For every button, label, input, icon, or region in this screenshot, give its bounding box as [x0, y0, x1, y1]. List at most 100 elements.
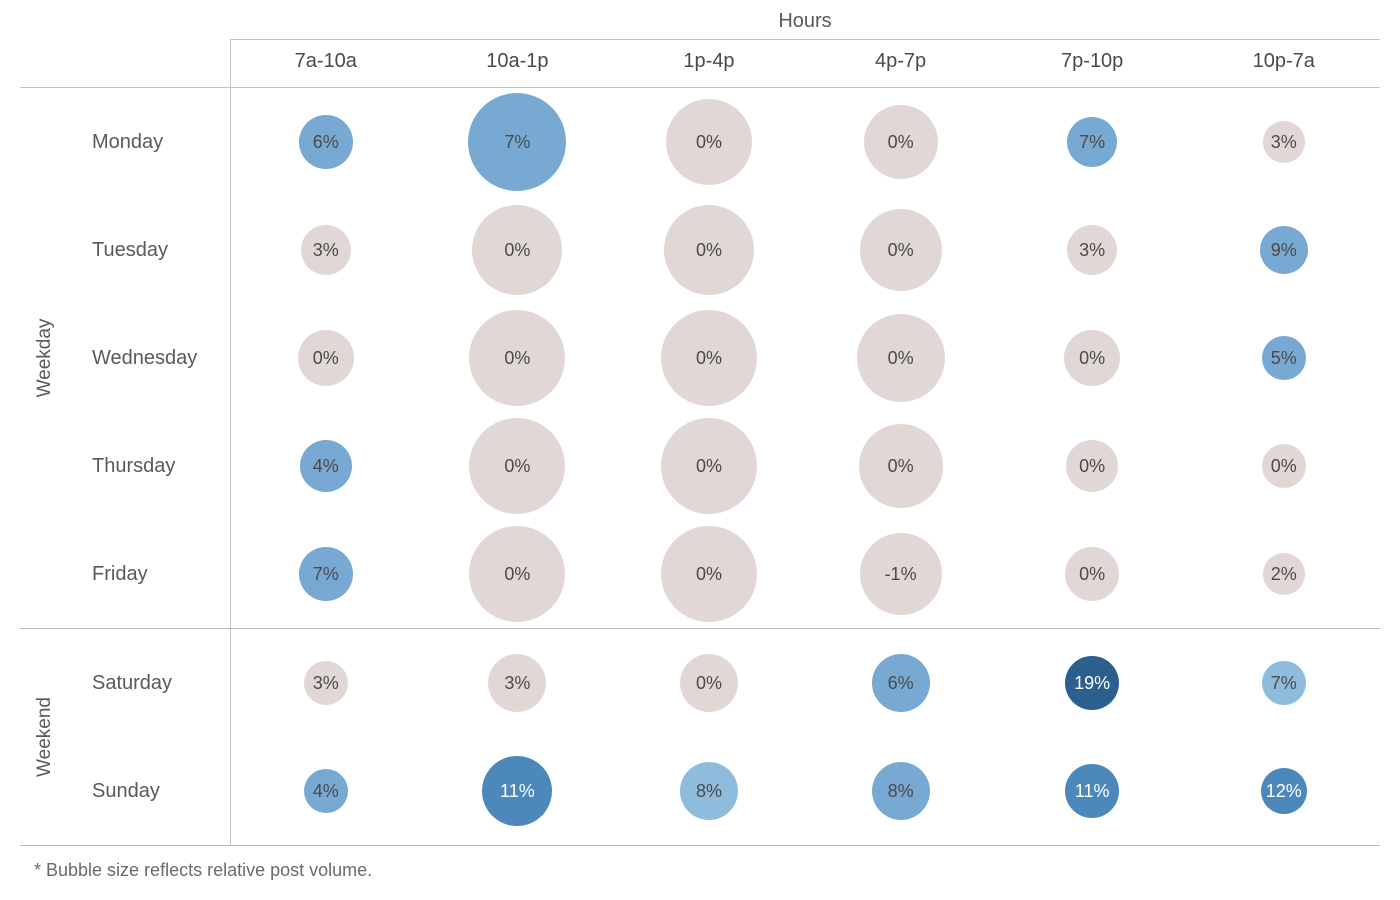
- header-spacer: [70, 39, 230, 87]
- bubble-cell: 0%: [422, 304, 614, 412]
- bubble-value: -1%: [885, 564, 917, 585]
- bubble-value: 6%: [313, 132, 339, 153]
- bubble-cell: 0%: [613, 629, 805, 737]
- bubble-value: 0%: [696, 348, 722, 369]
- bubble-value: 0%: [504, 240, 530, 261]
- bubble-cell: 0%: [996, 412, 1188, 520]
- bubble-value: 7%: [1271, 673, 1297, 694]
- bubble: 6%: [872, 654, 930, 712]
- bubble: 6%: [299, 115, 353, 169]
- bubble-value: 0%: [888, 132, 914, 153]
- row-label: Wednesday: [70, 304, 230, 412]
- bubble-value: 4%: [313, 781, 339, 802]
- bubble-value: 11%: [500, 781, 535, 802]
- bubble-value: 6%: [888, 673, 914, 694]
- bubble-value: 0%: [696, 673, 722, 694]
- bubble-value: 12%: [1266, 781, 1302, 802]
- bubble: 0%: [857, 314, 945, 402]
- column-header: 10p-7a: [1188, 39, 1380, 87]
- bubble: 0%: [1066, 440, 1118, 492]
- bubble-value: 0%: [888, 240, 914, 261]
- bubble-value: 2%: [1271, 564, 1297, 585]
- bubble-cell: 6%: [230, 88, 422, 196]
- bubble: 11%: [482, 756, 552, 826]
- bubble: 0%: [680, 654, 738, 712]
- bubble-cell: 0%: [805, 304, 997, 412]
- bubble-cell: 3%: [996, 196, 1188, 304]
- bubble-cell: 0%: [613, 88, 805, 196]
- bubble-cell: 7%: [996, 88, 1188, 196]
- bubble-cell: 11%: [996, 737, 1188, 845]
- bubble-cell: 0%: [805, 196, 997, 304]
- bubble-cell: 9%: [1188, 196, 1380, 304]
- column-header: 4p-7p: [805, 39, 997, 87]
- bubble-value: 19%: [1074, 673, 1110, 694]
- chart-footnote: * Bubble size reflects relative post vol…: [20, 846, 1380, 881]
- bubble-cell: -1%: [805, 520, 997, 628]
- bubble-value: 7%: [504, 132, 530, 153]
- bubble-cell: 0%: [613, 412, 805, 520]
- row-label: Monday: [70, 88, 230, 196]
- row-group-label: Weekend: [20, 629, 70, 845]
- bubble-value: 0%: [504, 456, 530, 477]
- bubble-cell: 3%: [422, 629, 614, 737]
- bubble: 8%: [680, 762, 738, 820]
- bubble: 0%: [472, 205, 562, 295]
- bubble: 0%: [661, 310, 757, 406]
- row-label: Sunday: [70, 737, 230, 845]
- bubble: 7%: [1067, 117, 1117, 167]
- bubble-cell: 11%: [422, 737, 614, 845]
- bubble-cell: 4%: [230, 737, 422, 845]
- row-label: Thursday: [70, 412, 230, 520]
- bubble-value: 3%: [313, 673, 339, 694]
- bubble: 0%: [864, 105, 938, 179]
- header-spacer: [20, 39, 70, 87]
- bubble-value: 9%: [1271, 240, 1297, 261]
- bubble: 4%: [300, 440, 352, 492]
- bubble-heatmap: 7a-10a10a-1p1p-4p4p-7p7p-10p10p-7a Weekda…: [20, 39, 1380, 846]
- bubble: 0%: [469, 526, 565, 622]
- bubble-cell: 7%: [422, 88, 614, 196]
- bubble-cell: 3%: [230, 629, 422, 737]
- bubble: 0%: [1064, 330, 1120, 386]
- column-header: 10a-1p: [422, 39, 614, 87]
- row-label: Tuesday: [70, 196, 230, 304]
- row-group-label: Weekday: [20, 88, 70, 628]
- bubble-cell: 7%: [1188, 629, 1380, 737]
- bubble-value: 8%: [696, 781, 722, 802]
- bubble: 0%: [661, 526, 757, 622]
- bubble-cell: 0%: [805, 88, 997, 196]
- column-header: 7a-10a: [230, 39, 422, 87]
- bubble: 12%: [1261, 768, 1307, 814]
- bubble: 0%: [1262, 444, 1306, 488]
- bubble: 5%: [1262, 336, 1306, 380]
- bubble: 0%: [469, 310, 565, 406]
- bubble-value: 0%: [504, 564, 530, 585]
- bubble-cell: 7%: [230, 520, 422, 628]
- bubble-cell: 0%: [422, 520, 614, 628]
- bubble-value: 0%: [696, 564, 722, 585]
- bubble: 3%: [1263, 121, 1305, 163]
- bubble: 3%: [1067, 225, 1117, 275]
- bubble: 9%: [1260, 226, 1308, 274]
- bubble: 8%: [872, 762, 930, 820]
- column-header: 1p-4p: [613, 39, 805, 87]
- bubble: 0%: [664, 205, 754, 295]
- bubble-cell: 8%: [805, 737, 997, 845]
- bubble-cell: 5%: [1188, 304, 1380, 412]
- bubble-cell: 0%: [996, 520, 1188, 628]
- column-header: 7p-10p: [996, 39, 1188, 87]
- bubble: 7%: [468, 93, 566, 191]
- bubble: 4%: [304, 769, 348, 813]
- bubble-value: 8%: [888, 781, 914, 802]
- bubble-value: 0%: [313, 348, 339, 369]
- bubble-value: 7%: [313, 564, 339, 585]
- bubble-value: 7%: [1079, 132, 1105, 153]
- bubble-cell: 0%: [996, 304, 1188, 412]
- bubble-value: 0%: [888, 456, 914, 477]
- bubble-value: 3%: [1079, 240, 1105, 261]
- bubble: -1%: [860, 533, 942, 615]
- bubble-value: 0%: [696, 132, 722, 153]
- bubble-cell: 0%: [613, 196, 805, 304]
- bubble-value: 0%: [1079, 564, 1105, 585]
